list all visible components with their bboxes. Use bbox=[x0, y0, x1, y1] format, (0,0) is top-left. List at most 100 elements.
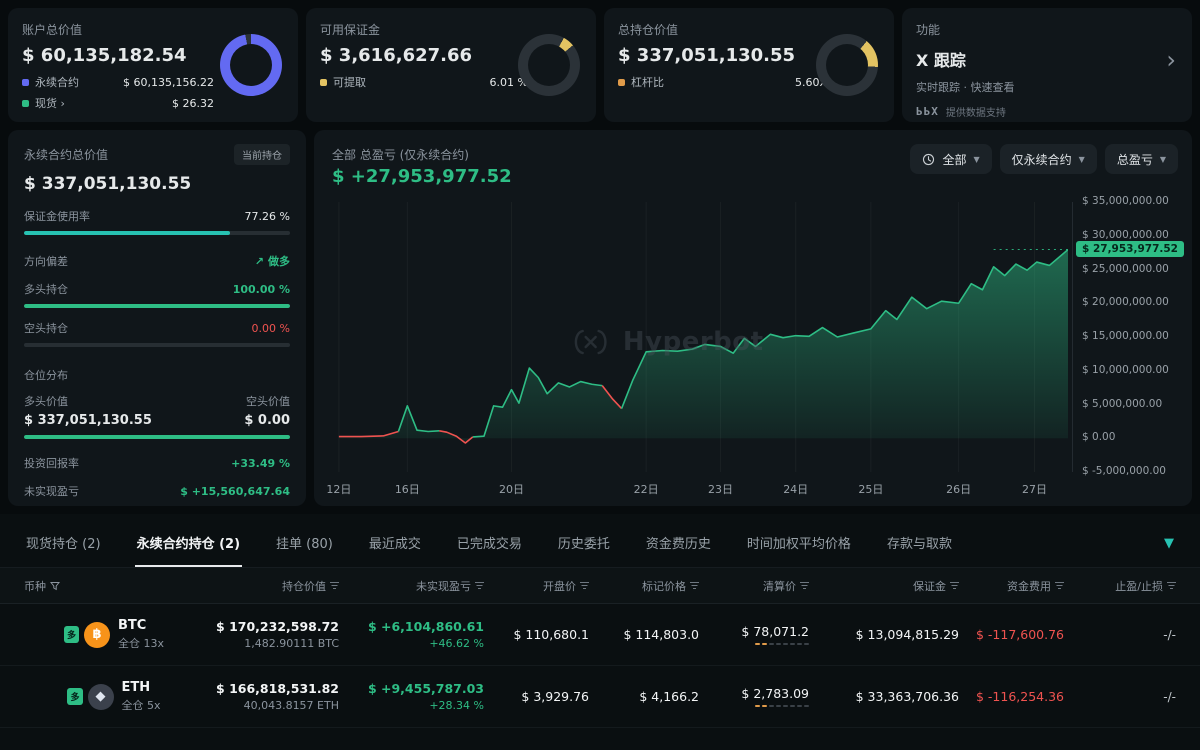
chevron-down-icon: ▼ bbox=[1078, 154, 1085, 164]
total-position-value: $ 337,051,130.55 bbox=[618, 45, 796, 66]
liq-price-cell: $ 78,071.2 bbox=[699, 624, 809, 645]
card-available-margin: 可用保证金 $ 3,616,627.66 可提取 6.01 % bbox=[306, 8, 596, 122]
chevron-down-icon: ▼ bbox=[973, 154, 980, 164]
short-value-amount: $ 0.00 bbox=[244, 413, 290, 428]
funding-cell: $ -117,600.76 bbox=[975, 627, 1064, 642]
positions-section: 现货持仓 (2) 永续合约持仓 (2) 挂单 (80) 最近成交 已完成交易 历… bbox=[0, 514, 1200, 750]
tab-deposits-withdrawals[interactable]: 存款与取款 bbox=[886, 537, 952, 552]
tab-completed-trades[interactable]: 已完成交易 bbox=[456, 537, 522, 552]
account-legend: 永续合约 $ 60,135,156.22 现货 › $ 26.32 bbox=[22, 74, 214, 111]
tab-order-history[interactable]: 历史委托 bbox=[557, 537, 610, 552]
collapse-chevron-icon[interactable]: ▼ bbox=[1164, 536, 1174, 551]
header-position-value[interactable]: 持仓价值 bbox=[204, 578, 339, 594]
data-provider-row: ЬЬX 提供数据支持 bbox=[916, 104, 1178, 119]
header-tpsl[interactable]: 止盈/止损 bbox=[1064, 578, 1176, 594]
margin-usage-bar bbox=[24, 231, 290, 235]
tracking-subtitle: 实时跟踪 · 快速查看 bbox=[916, 81, 1015, 94]
header-liq-price[interactable]: 清算价 bbox=[699, 578, 809, 594]
trend-up-icon: ↗ bbox=[254, 254, 264, 268]
scope-dropdown[interactable]: 仅永续合约 ▼ bbox=[999, 144, 1097, 174]
header-coin[interactable]: 币种 bbox=[24, 578, 204, 594]
margin-mode: 全仓 5x bbox=[121, 699, 161, 712]
margin-cell: $ 13,094,815.29 bbox=[855, 627, 959, 642]
symbol: BTC bbox=[118, 618, 147, 633]
perp-total-title: 永续合约总价值 bbox=[24, 148, 109, 162]
tab-twap[interactable]: 时间加权平均价格 bbox=[746, 537, 851, 552]
long-side-badge: 多 bbox=[67, 688, 83, 705]
y-tick-label: $ 25,000,000.00 bbox=[1082, 262, 1169, 275]
tpsl-cell: -/- bbox=[1163, 689, 1176, 704]
direction-bias-label: 方向偏差 bbox=[24, 255, 68, 268]
legend-spot[interactable]: 现货 › $ 26.32 bbox=[22, 95, 214, 111]
bbx-logo: ЬЬX bbox=[916, 105, 939, 118]
table-row-btc[interactable]: 多 ฿ BTC 全仓 13x $ 170,232,598.72 1,482.90… bbox=[0, 604, 1200, 666]
provider-text: 提供数据支持 bbox=[945, 108, 1006, 119]
margin-legend: 可提取 6.01 % bbox=[320, 74, 528, 90]
short-position-pct: 0.00 % bbox=[251, 321, 290, 335]
header-upnl[interactable]: 未实现盈亏 bbox=[339, 578, 484, 594]
long-value-label: 多头价值 bbox=[24, 395, 68, 408]
tab-funding-history[interactable]: 资金费历史 bbox=[645, 537, 711, 552]
filter-icon bbox=[50, 581, 60, 590]
scope-dropdown-label: 仅永续合约 bbox=[1011, 152, 1072, 167]
upnl-cell: $ +9,455,787.03 +28.34 % bbox=[367, 681, 484, 712]
sort-icon bbox=[1055, 581, 1064, 590]
watermark-text: Hyperbot bbox=[622, 327, 764, 358]
legend-label: 可提取 bbox=[333, 76, 366, 89]
tab-open-orders[interactable]: 挂单 (80) bbox=[276, 537, 333, 552]
card-title: 功能 bbox=[916, 23, 941, 37]
tab-recent-fills[interactable]: 最近成交 bbox=[368, 537, 421, 552]
x-tick-label: 23日 bbox=[708, 483, 734, 496]
table-row-eth[interactable]: 多 ◆ ETH 全仓 5x $ 166,818,531.82 40,043.81… bbox=[0, 666, 1200, 728]
perp-dot-icon bbox=[22, 78, 29, 86]
header-mark-price[interactable]: 标记价格 bbox=[589, 578, 699, 594]
chevron-right-icon[interactable]: › bbox=[1166, 46, 1176, 74]
pnl-plot-area[interactable]: Hyperbot bbox=[324, 202, 1068, 472]
pnl-chart-subtitle: 全部 总盈亏 (仅永续合约) bbox=[332, 148, 469, 162]
eth-coin-icon: ◆ bbox=[87, 683, 114, 710]
x-tick-label: 27日 bbox=[1022, 483, 1048, 496]
sort-icon bbox=[475, 581, 484, 590]
distribution-bar bbox=[24, 435, 290, 439]
chart-y-axis: $ 27,953,977.52 $ 35,000,000.00 $ 30,000,… bbox=[1072, 195, 1184, 477]
long-position-label: 多头持仓 bbox=[24, 283, 68, 296]
upnl-cell: $ +6,104,860.61 +46.62 % bbox=[367, 619, 484, 650]
mark-price-cell: $ 4,166.2 bbox=[639, 689, 699, 704]
coin-cell: 多 ◆ ETH 全仓 5x bbox=[24, 680, 204, 713]
y-tick-label: $ 20,000,000.00 bbox=[1082, 296, 1169, 309]
y-tick-label: $ 15,000,000.00 bbox=[1082, 330, 1169, 342]
metric-dropdown[interactable]: 总盈亏 ▼ bbox=[1104, 144, 1178, 174]
mark-price-cell: $ 114,803.0 bbox=[623, 627, 699, 642]
legend-label: 永续合约 bbox=[35, 76, 79, 89]
margin-donut-chart bbox=[518, 34, 580, 96]
sort-icon bbox=[580, 581, 589, 590]
distribution-title: 仓位分布 bbox=[24, 369, 68, 382]
header-entry-price[interactable]: 开盘价 bbox=[484, 578, 589, 594]
tpsl-cell: -/- bbox=[1163, 627, 1176, 642]
coin-cell: 多 ฿ BTC 全仓 13x bbox=[24, 618, 204, 651]
tab-perp-positions[interactable]: 永续合约持仓 (2) bbox=[134, 517, 243, 567]
top-cards: 账户总价值 $ 60,135,182.54 永续合约 $ 60,135,156.… bbox=[8, 8, 1192, 122]
header-margin[interactable]: 保证金 bbox=[809, 578, 959, 594]
range-dropdown[interactable]: 全部 ▼ bbox=[910, 144, 992, 174]
spot-dot-icon bbox=[22, 99, 29, 107]
long-value-amount: $ 337,051,130.55 bbox=[24, 413, 152, 428]
x-tracking-label: X 跟踪 bbox=[916, 51, 966, 70]
leverage-legend: 杠杆比 5.60x bbox=[618, 74, 826, 90]
tab-spot-positions[interactable]: 现货持仓 (2) bbox=[26, 537, 101, 552]
account-total-value: $ 60,135,182.54 bbox=[22, 45, 187, 66]
leverage-dot-icon bbox=[618, 78, 625, 86]
chart-controls: 全部 ▼ 仅永续合约 ▼ 总盈亏 ▼ bbox=[910, 144, 1178, 174]
card-feature-tracking[interactable]: 功能 X 跟踪 实时跟踪 · 快速查看 ЬЬX 提供数据支持 › bbox=[902, 8, 1192, 122]
metric-dropdown-label: 总盈亏 bbox=[1116, 152, 1153, 167]
legend-value: 6.01 % bbox=[489, 75, 528, 89]
sort-icon bbox=[330, 581, 339, 590]
chart-current-pill: $ 27,953,977.52 bbox=[1076, 240, 1184, 257]
margin-usage-label: 保证金使用率 bbox=[24, 210, 90, 223]
current-position-badge: 当前持仓 bbox=[234, 144, 290, 165]
header-funding[interactable]: 资金费用 bbox=[959, 578, 1064, 594]
pnl-chart-panel: 全部 总盈亏 (仅永续合约) $ +27,953,977.52 全部 ▼ 仅永续… bbox=[314, 130, 1192, 506]
sort-icon bbox=[690, 581, 699, 590]
watermark: Hyperbot bbox=[569, 327, 764, 357]
